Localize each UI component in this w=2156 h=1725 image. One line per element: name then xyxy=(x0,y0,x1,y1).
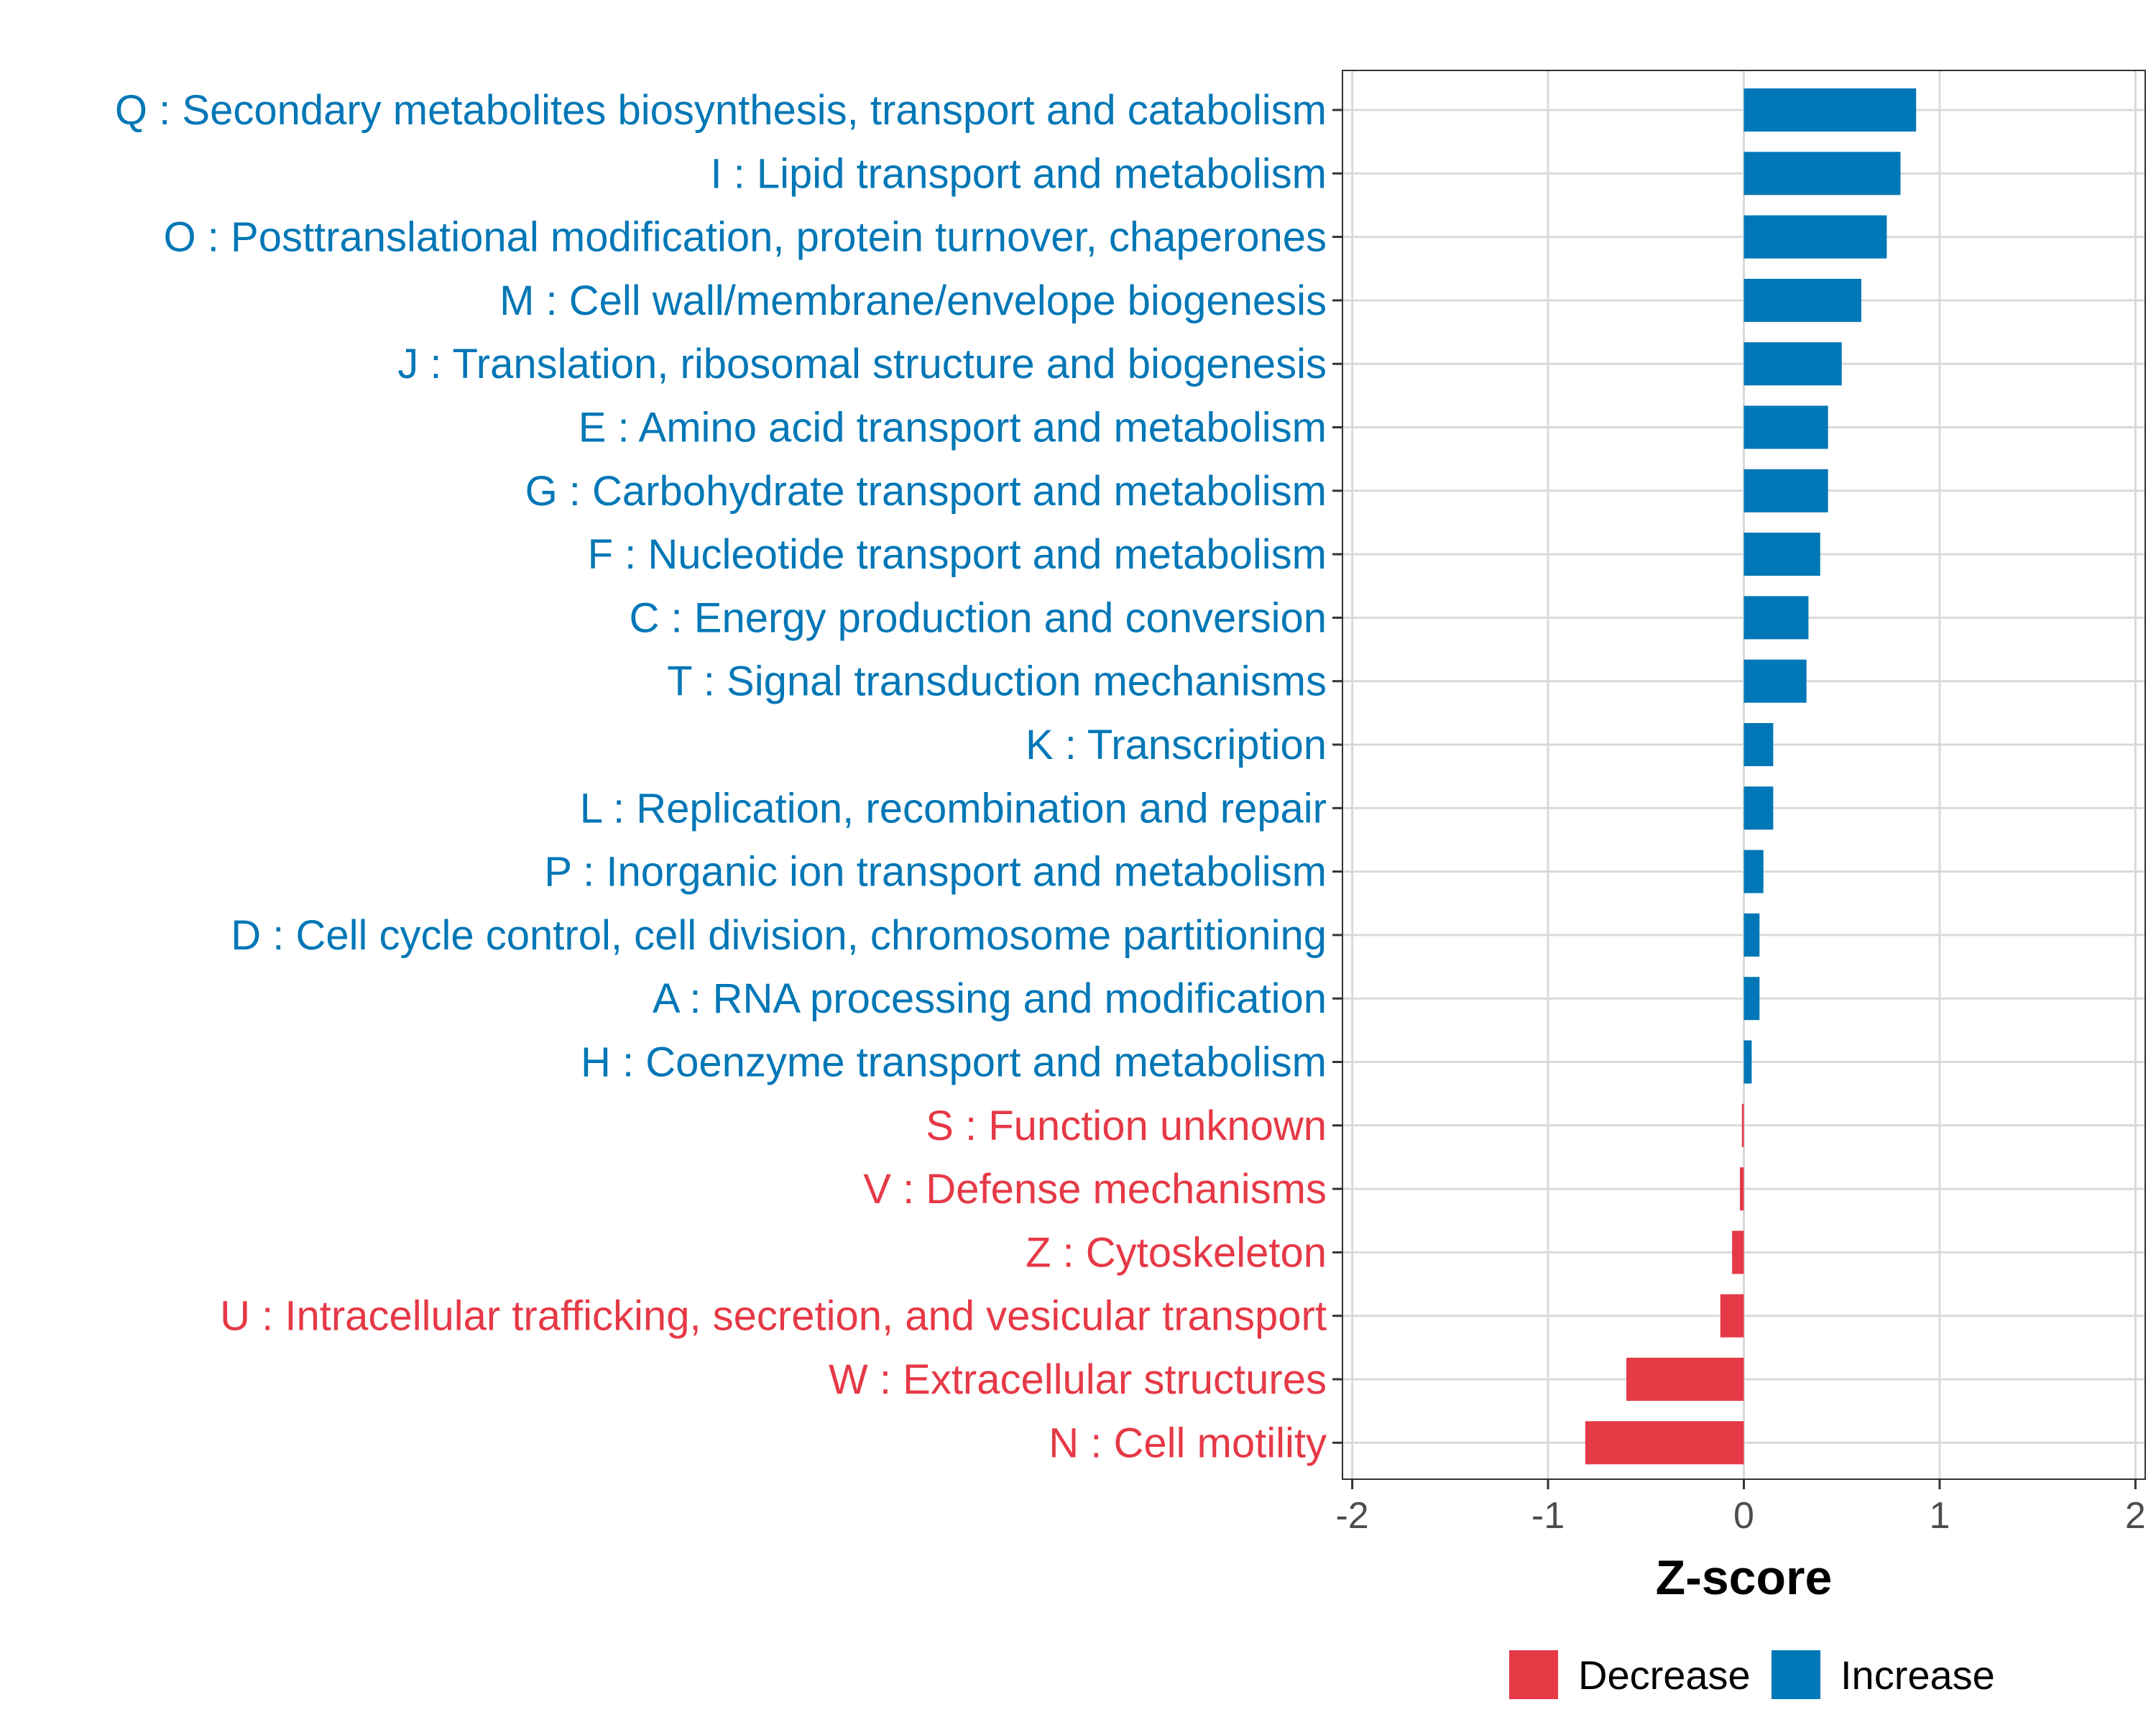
bar xyxy=(1743,977,1760,1021)
bars xyxy=(1585,88,1917,1465)
category-label: N : Cell motility xyxy=(1049,1420,1327,1466)
bar xyxy=(1741,1103,1744,1147)
category-label: V : Defense mechanisms xyxy=(863,1166,1327,1213)
category-label: S : Function unknown xyxy=(926,1103,1327,1149)
x-tick-label: -1 xyxy=(1531,1495,1565,1537)
category-label: H : Coenzyme transport and metabolism xyxy=(581,1039,1327,1086)
bar xyxy=(1743,1040,1752,1084)
category-label: T : Signal transduction mechanisms xyxy=(667,658,1327,705)
bar xyxy=(1720,1294,1744,1338)
category-label: W : Extracellular structures xyxy=(829,1356,1327,1403)
bar xyxy=(1743,596,1809,640)
x-tick-label: -2 xyxy=(1335,1495,1368,1537)
legend-swatch xyxy=(1509,1650,1558,1699)
x-tick-label: 2 xyxy=(2125,1495,2146,1537)
bar xyxy=(1743,659,1807,703)
category-label: O : Posttranslational modification, prot… xyxy=(164,214,1327,261)
category-label: Q : Secondary metabolites biosynthesis, … xyxy=(115,87,1327,134)
category-label: G : Carbohydrate transport and metabolis… xyxy=(525,468,1327,515)
x-tick-label: 1 xyxy=(1929,1495,1950,1537)
bar xyxy=(1743,342,1842,386)
legend-swatch xyxy=(1772,1650,1820,1699)
category-label: A : RNA processing and modification xyxy=(653,975,1327,1022)
category-label: P : Inorganic ion transport and metaboli… xyxy=(544,849,1327,896)
x-axis: -2 -1 0 1 2 xyxy=(1335,1479,2146,1537)
category-label: L : Replication, recombination and repai… xyxy=(580,785,1327,832)
bar xyxy=(1740,1167,1744,1211)
bar xyxy=(1585,1421,1744,1465)
x-tick-label: 0 xyxy=(1733,1495,1754,1537)
bar xyxy=(1732,1230,1744,1274)
x-axis-title: Z-score xyxy=(1656,1550,1833,1605)
category-label: I : Lipid transport and metabolism xyxy=(710,150,1327,197)
category-label: D : Cell cycle control, cell division, c… xyxy=(231,912,1327,959)
y-axis: Q : Secondary metabolites biosynthesis, … xyxy=(115,87,1342,1466)
legend-label: Increase xyxy=(1841,1652,1995,1698)
bar xyxy=(1743,405,1828,449)
bar xyxy=(1743,533,1820,576)
bar xyxy=(1743,215,1887,259)
category-label: C : Energy production and conversion xyxy=(630,594,1327,641)
category-label: J : Translation, ribosomal structure and… xyxy=(397,341,1327,387)
bar xyxy=(1743,913,1760,957)
category-label: F : Nucleotide transport and metabolism xyxy=(588,531,1327,578)
bar xyxy=(1743,850,1764,893)
category-label: E : Amino acid transport and metabolism xyxy=(579,405,1327,451)
bar xyxy=(1743,88,1917,132)
legend: Decrease Increase xyxy=(1509,1650,1995,1699)
bar xyxy=(1626,1358,1744,1401)
bar xyxy=(1743,278,1861,322)
legend-label: Decrease xyxy=(1578,1652,1751,1698)
bar xyxy=(1743,152,1901,196)
category-label: Z : Cytoskeleton xyxy=(1026,1229,1327,1276)
category-label: K : Transcription xyxy=(1026,722,1327,768)
category-label: M : Cell wall/membrane/envelope biogenes… xyxy=(499,277,1327,324)
bar xyxy=(1743,786,1774,830)
bar xyxy=(1743,723,1774,766)
category-label: U : Intracellular trafficking, secretion… xyxy=(220,1293,1327,1340)
bar xyxy=(1743,469,1828,512)
